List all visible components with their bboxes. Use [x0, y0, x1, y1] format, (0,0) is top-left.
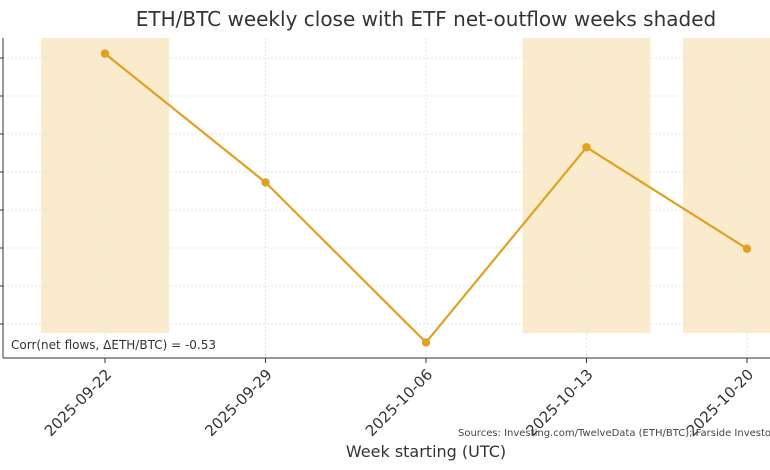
data-point-2025-10-06: [421, 338, 431, 347]
chart-title: ETH/BTC weekly close with ETF net-outflo…: [136, 7, 716, 31]
y-ticks: [0, 57, 3, 325]
outflow-shading: [41, 38, 770, 333]
x-tick-label: 2025-09-29: [201, 366, 275, 440]
correlation-note: Corr(net flows, ΔETH/BTC) = -0.53: [11, 338, 216, 352]
data-point-2025-09-29: [261, 178, 270, 187]
x-axis-label: Week starting (UTC): [346, 442, 506, 461]
x-tick-label: 2025-10-06: [362, 366, 436, 440]
data-point-2025-10-13: [582, 143, 591, 152]
grid: [3, 38, 770, 358]
x-tick-label: 2025-09-22: [41, 366, 115, 440]
data-point-2025-10-20: [742, 244, 752, 253]
data-points: [100, 49, 752, 347]
source-note: Sources: Investing.com/TwelveData (ETH/B…: [458, 428, 770, 439]
data-point-2025-09-22: [100, 49, 110, 58]
outflow-shade-2025-10-20: [683, 38, 770, 333]
